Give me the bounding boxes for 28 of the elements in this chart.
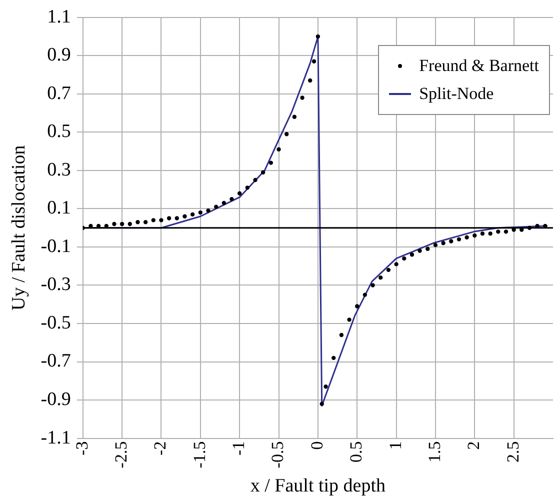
y-tick-label: -0.3	[40, 274, 71, 296]
y-tick-label: -0.5	[40, 312, 71, 334]
y-tick-label: -0.9	[40, 389, 71, 410]
y-tick-label: 0.1	[47, 198, 71, 219]
x-tick-label: 1.5	[424, 441, 444, 463]
y-tick-label: -0.7	[40, 350, 71, 372]
x-tick-label: 0.5	[346, 441, 366, 463]
y-tick-label: 0.3	[47, 159, 71, 180]
y-axis-title: Uy / Fault dislocation	[8, 144, 30, 310]
x-tick-label: 2	[464, 441, 484, 450]
y-tick-label: -0.1	[40, 236, 71, 257]
x-tick-label: -1	[229, 441, 248, 456]
legend-label: Freund & Barnett	[419, 55, 539, 77]
x-tick-label: -3	[72, 441, 92, 456]
y-tick-label: 0.9	[47, 44, 71, 66]
x-tick-label: 2.5	[503, 441, 522, 463]
y-tick-label: 0.7	[47, 82, 71, 104]
y-tick-label: 1.1	[47, 6, 71, 28]
x-tick-label: -1.5	[190, 441, 209, 468]
y-tick-label: -1.1	[40, 427, 71, 448]
x-tick-label: -0.5	[268, 441, 288, 468]
x-axis-title: x / Fault tip depth	[250, 476, 386, 497]
x-tick-label: -2	[150, 441, 170, 456]
y-tick-label: 0.5	[47, 121, 71, 142]
x-tick-label: -2.5	[112, 441, 131, 468]
x-tick-label: 0	[307, 441, 326, 450]
legend-label: Split-Node	[419, 83, 494, 105]
x-tick-label: 1	[386, 441, 405, 450]
